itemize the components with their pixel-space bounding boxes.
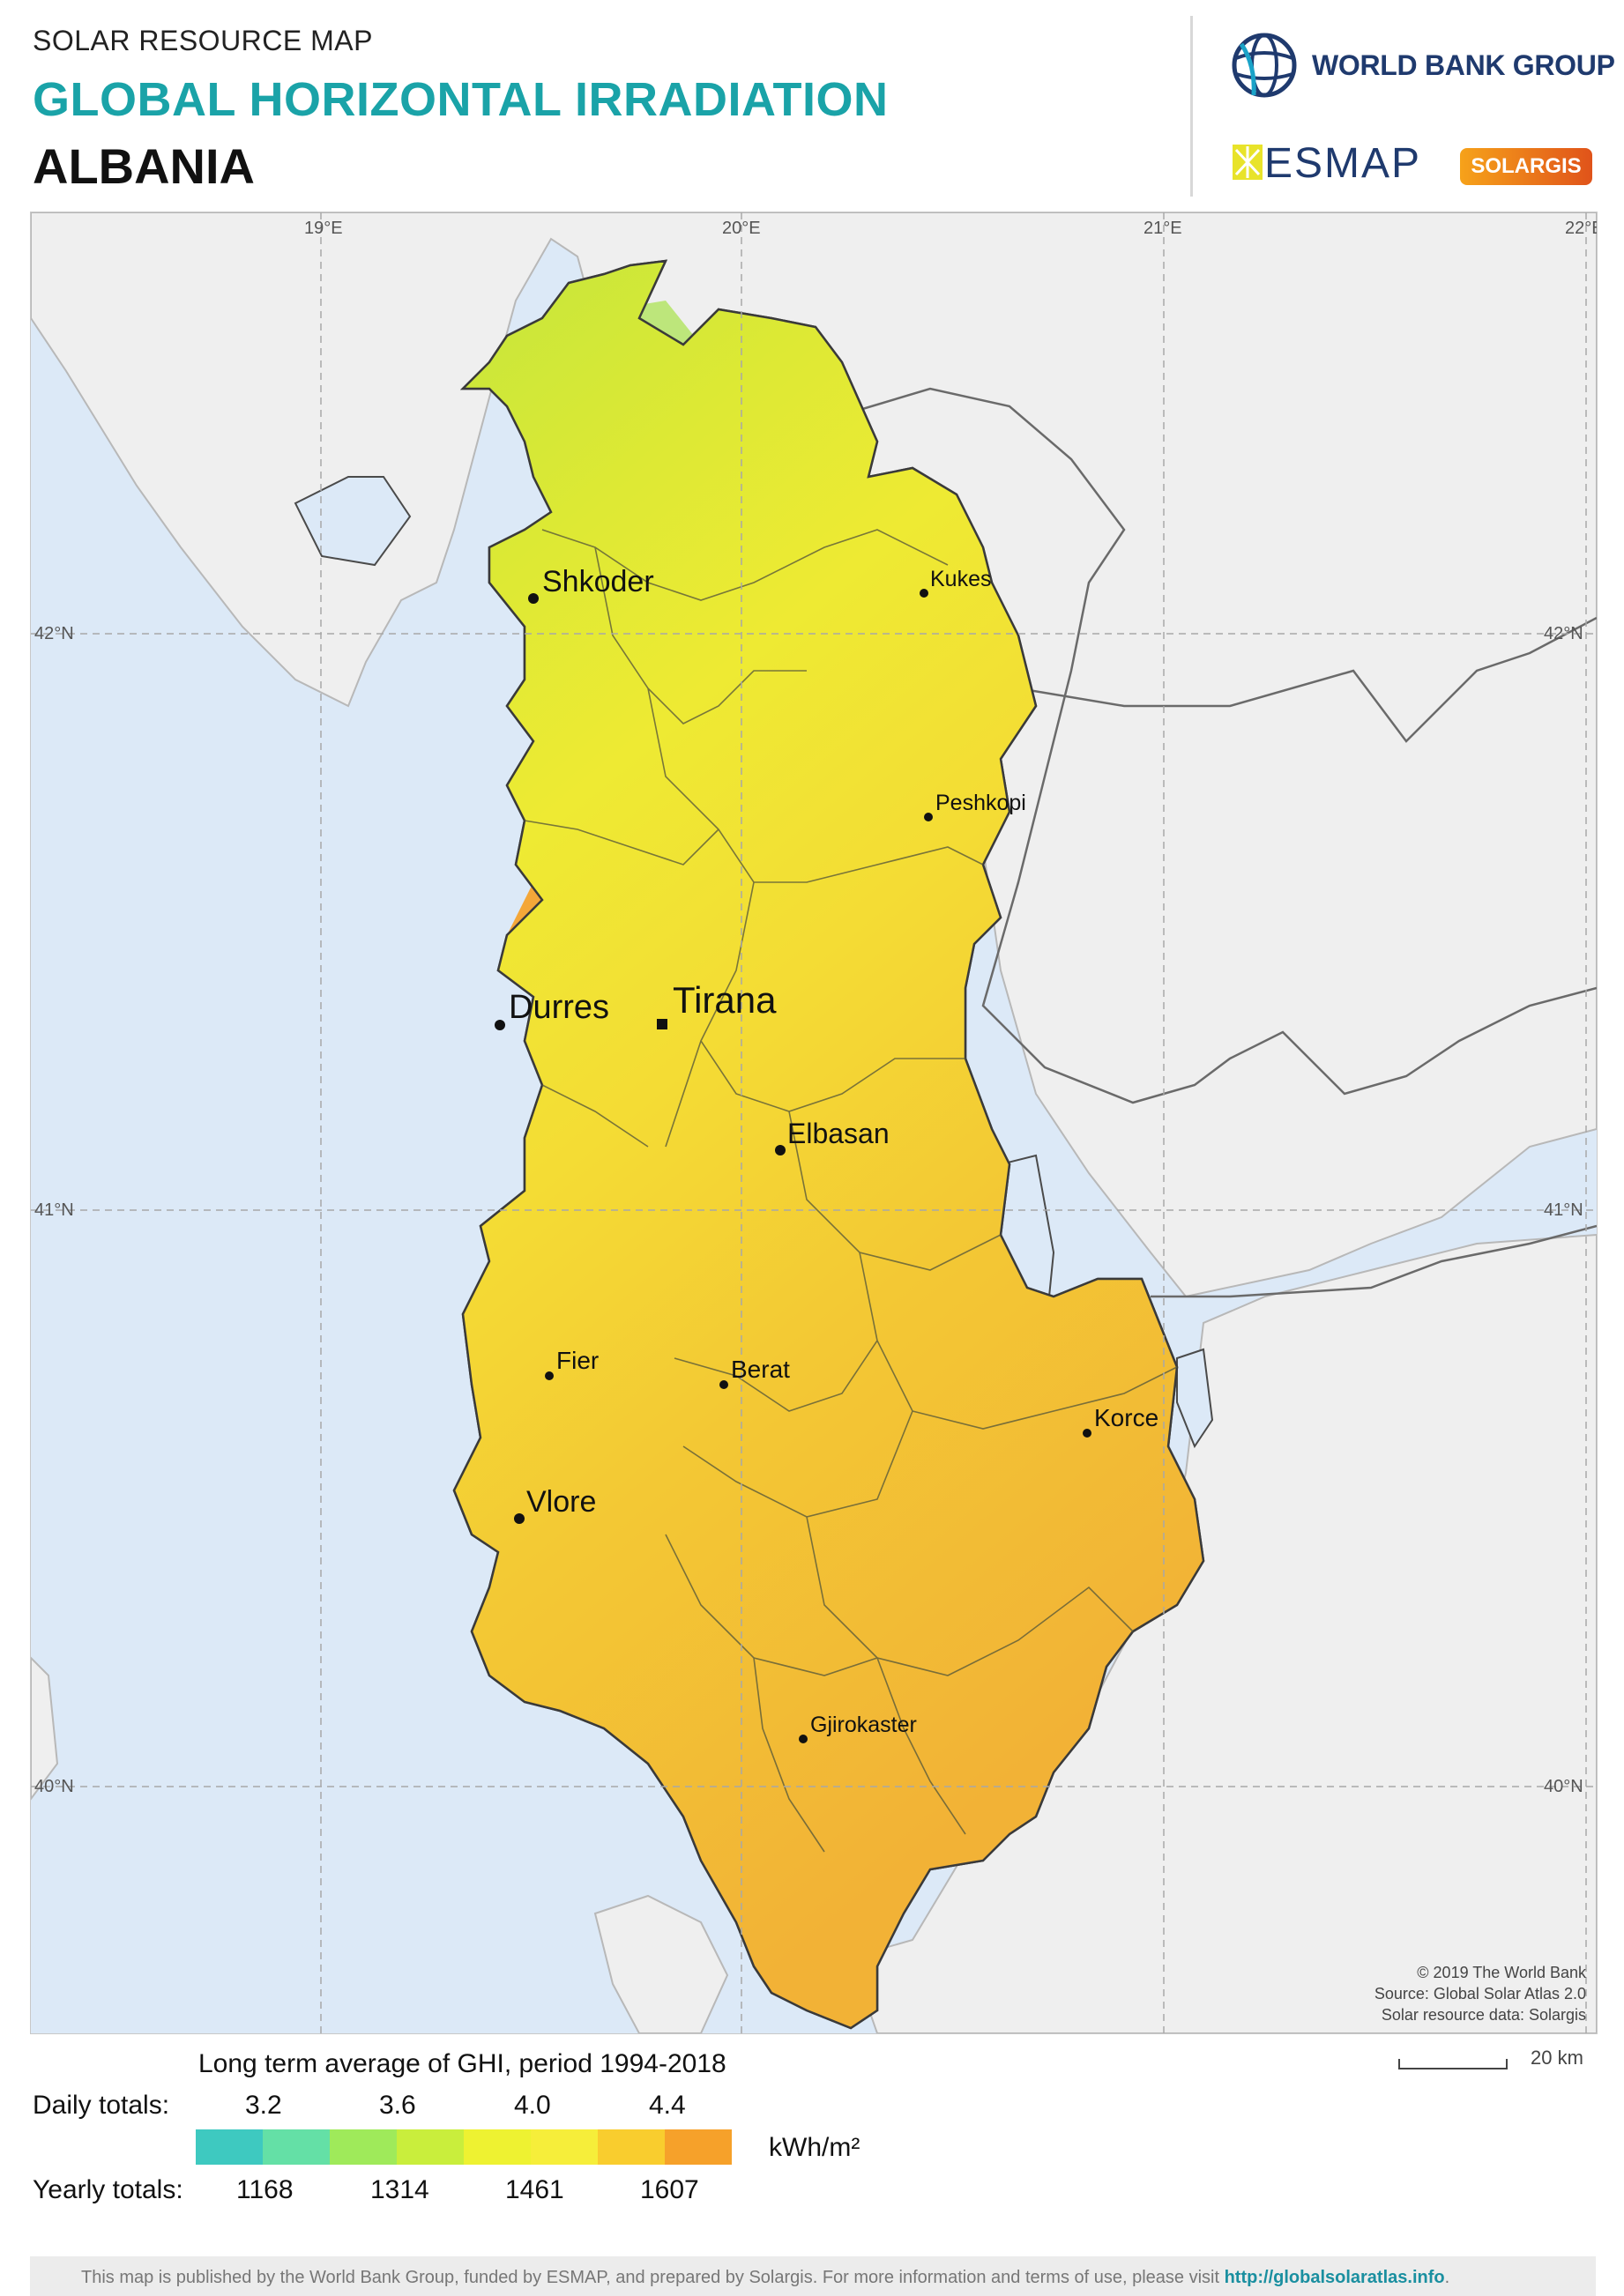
scale-bar: [1398, 2059, 1508, 2069]
legend-swatch: [464, 2129, 531, 2165]
city-label-kukes: Kukes: [930, 567, 991, 591]
city-marker-berat: [719, 1380, 728, 1389]
legend-yearly-label: Yearly totals:: [33, 2175, 183, 2204]
italian-coast: [31, 1656, 59, 1801]
credit-source: Source: Global Solar Atlas 2.0: [1374, 1985, 1586, 2002]
lat-label-41-right: 41°N: [1544, 1200, 1583, 1220]
lat-label-42-left: 42°N: [34, 624, 74, 643]
capital-marker-tirana: [657, 1019, 667, 1029]
legend-daily-value: 3.2: [245, 2091, 282, 2120]
solar-map: 19°E 20°E 21°E 22°E 42°N 41°N 40°N 42°N …: [31, 212, 1597, 2033]
legend-daily-value: 4.0: [514, 2091, 551, 2120]
lake-prespa: [1176, 1348, 1214, 1449]
city-marker-peshkopi: [924, 813, 933, 821]
legend-daily-value: 4.4: [649, 2091, 686, 2120]
solargis-logo: SOLARGIS: [1460, 148, 1592, 185]
esmap-sun-icon: [1233, 145, 1263, 180]
city-marker-elbasan: [775, 1145, 786, 1155]
footer-bar: [30, 2256, 1596, 2296]
legend-swatch: [330, 2129, 397, 2165]
district-boundaries: [524, 529, 1178, 1853]
credit-copyright: © 2019 The World Bank: [1417, 1964, 1586, 1981]
legend-swatch: [196, 2129, 263, 2165]
city-marker-shkoder: [528, 593, 539, 604]
city-marker-durres: [495, 1020, 505, 1030]
legend-yearly-value: 1314: [370, 2175, 429, 2204]
credit-data: Solar resource data: Solargis: [1381, 2006, 1586, 2024]
footer-end: .: [1444, 2268, 1450, 2287]
legend-daily-label: Daily totals:: [33, 2091, 170, 2120]
lon-label-19: 19°E: [304, 219, 343, 238]
legend-yearly-value: 1168: [236, 2175, 294, 2204]
city-label-peshkopi: Peshkopi: [935, 791, 1026, 815]
map-frame: 19°E 20°E 21°E 22°E 42°N 41°N 40°N 42°N …: [30, 212, 1598, 2034]
city-label-durres: Durres: [509, 989, 609, 1026]
city-label-berat: Berat: [731, 1356, 790, 1383]
lat-label-40-right: 40°N: [1544, 1777, 1583, 1796]
legend-swatch: [598, 2129, 665, 2165]
lon-label-22: 22°E: [1565, 219, 1597, 238]
world-bank-globe-icon: [1232, 33, 1297, 98]
lake-shkoder: [294, 476, 412, 567]
footer-link[interactable]: http://globalsolaratlas.info: [1224, 2268, 1445, 2287]
footer-body: This map is published by the World Bank …: [81, 2268, 1225, 2287]
legend-yearly-value: 1461: [505, 2175, 564, 2204]
legend-daily-value: 3.6: [379, 2091, 416, 2120]
city-marker-kukes: [920, 589, 928, 598]
lat-label-42-right: 42°N: [1544, 624, 1583, 643]
city-label-tirana: Tirana: [673, 979, 777, 1021]
neighbor-borders: [753, 387, 1597, 1298]
scale-label: 20 km: [1531, 2047, 1583, 2069]
map-title: GLOBAL HORIZONTAL IRRADIATION: [33, 73, 889, 126]
albania-ghi-surface: [452, 259, 1205, 2030]
greek-island: [593, 1894, 729, 2033]
legend-swatch: [397, 2129, 464, 2165]
city-label-fier: Fier: [556, 1347, 599, 1374]
city-marker-fier: [545, 1371, 554, 1380]
lat-label-41-left: 41°N: [34, 1200, 74, 1220]
lon-label-20: 20°E: [722, 219, 761, 238]
city-label-elbasan: Elbasan: [787, 1118, 890, 1149]
esmap-logo-text: ESMAP: [1264, 140, 1422, 187]
legend-swatch: [263, 2129, 330, 2165]
legend-unit: kWh/m²: [769, 2133, 860, 2162]
lat-label-40-left: 40°N: [34, 1777, 74, 1796]
country-name: ALBANIA: [33, 138, 255, 194]
city-label-shkoder: Shkoder: [542, 565, 654, 598]
legend-swatch: [665, 2129, 732, 2165]
map-subtitle: SOLAR RESOURCE MAP: [33, 25, 373, 56]
footer-text: This map is published by the World Bank …: [81, 2268, 1449, 2288]
legend-title: Long term average of GHI, period 1994-20…: [198, 2049, 726, 2078]
header-divider: [1190, 16, 1193, 197]
lon-label-21: 21°E: [1144, 219, 1182, 238]
legend-swatch: [531, 2129, 598, 2165]
city-label-gjirokaster: Gjirokaster: [810, 1713, 917, 1737]
graticule: [31, 212, 1597, 2033]
city-label-vlore: Vlore: [526, 1485, 596, 1519]
city-label-korce: Korce: [1094, 1404, 1158, 1431]
city-marker-korce: [1083, 1429, 1091, 1438]
city-marker-vlore: [514, 1513, 525, 1524]
legend-color-scale: [196, 2129, 732, 2165]
world-bank-logo-text: WORLD BANK GROUP: [1312, 49, 1615, 81]
city-marker-gjirokaster: [799, 1735, 808, 1743]
legend-yearly-value: 1607: [640, 2175, 699, 2204]
